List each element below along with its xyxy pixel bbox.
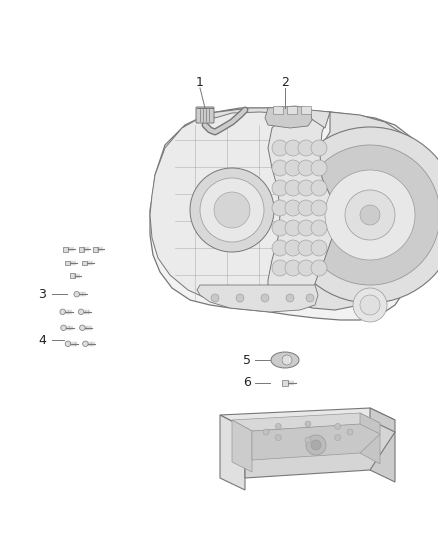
Ellipse shape xyxy=(271,352,299,368)
Polygon shape xyxy=(278,112,423,310)
Polygon shape xyxy=(232,413,380,431)
Circle shape xyxy=(65,341,71,346)
Polygon shape xyxy=(210,108,330,128)
Polygon shape xyxy=(245,420,395,478)
FancyBboxPatch shape xyxy=(82,261,87,265)
FancyBboxPatch shape xyxy=(301,106,311,114)
Circle shape xyxy=(353,288,387,322)
Circle shape xyxy=(311,260,327,276)
Circle shape xyxy=(61,325,66,330)
Circle shape xyxy=(272,140,288,156)
Circle shape xyxy=(311,220,327,236)
Circle shape xyxy=(311,180,327,196)
Text: 5: 5 xyxy=(243,353,251,367)
Polygon shape xyxy=(268,112,335,308)
FancyBboxPatch shape xyxy=(93,247,98,252)
Circle shape xyxy=(360,295,380,315)
Circle shape xyxy=(78,309,84,314)
Circle shape xyxy=(285,180,301,196)
FancyBboxPatch shape xyxy=(282,381,288,386)
Circle shape xyxy=(272,160,288,176)
Circle shape xyxy=(272,260,288,276)
Polygon shape xyxy=(150,110,318,308)
Circle shape xyxy=(282,355,292,365)
Circle shape xyxy=(311,240,327,256)
Circle shape xyxy=(190,168,274,252)
Circle shape xyxy=(286,294,294,302)
Circle shape xyxy=(214,192,250,228)
Circle shape xyxy=(285,160,301,176)
Circle shape xyxy=(285,260,301,276)
Circle shape xyxy=(305,437,311,443)
Circle shape xyxy=(335,434,341,441)
Circle shape xyxy=(272,200,288,216)
Circle shape xyxy=(298,160,314,176)
Circle shape xyxy=(298,140,314,156)
FancyBboxPatch shape xyxy=(70,273,75,278)
Circle shape xyxy=(276,423,281,430)
Polygon shape xyxy=(370,408,395,482)
Circle shape xyxy=(261,294,269,302)
Circle shape xyxy=(272,240,288,256)
Polygon shape xyxy=(252,424,380,460)
Circle shape xyxy=(272,220,288,236)
Circle shape xyxy=(272,180,288,196)
Text: 2: 2 xyxy=(281,76,289,88)
Circle shape xyxy=(311,200,327,216)
Circle shape xyxy=(347,429,353,435)
Circle shape xyxy=(285,200,301,216)
Circle shape xyxy=(305,421,311,427)
Circle shape xyxy=(282,127,438,303)
Polygon shape xyxy=(150,108,425,320)
Circle shape xyxy=(298,180,314,196)
Polygon shape xyxy=(265,106,312,128)
Polygon shape xyxy=(220,415,245,490)
Polygon shape xyxy=(232,420,252,472)
Circle shape xyxy=(311,440,321,450)
Circle shape xyxy=(298,220,314,236)
Circle shape xyxy=(345,190,395,240)
Circle shape xyxy=(211,294,219,302)
Text: 1: 1 xyxy=(196,76,204,88)
Text: 6: 6 xyxy=(243,376,251,390)
Circle shape xyxy=(306,435,326,455)
Text: 4: 4 xyxy=(38,334,46,346)
Circle shape xyxy=(325,170,415,260)
Circle shape xyxy=(285,140,301,156)
Circle shape xyxy=(311,140,327,156)
Circle shape xyxy=(285,220,301,236)
FancyBboxPatch shape xyxy=(78,247,84,252)
Circle shape xyxy=(298,240,314,256)
Circle shape xyxy=(236,294,244,302)
Circle shape xyxy=(300,145,438,285)
Circle shape xyxy=(360,205,380,225)
FancyBboxPatch shape xyxy=(65,261,71,265)
Text: 3: 3 xyxy=(38,287,46,301)
Circle shape xyxy=(298,200,314,216)
Polygon shape xyxy=(360,413,380,464)
Circle shape xyxy=(200,178,264,242)
Circle shape xyxy=(74,292,79,297)
Circle shape xyxy=(263,429,269,435)
Circle shape xyxy=(298,260,314,276)
FancyBboxPatch shape xyxy=(63,247,68,252)
FancyBboxPatch shape xyxy=(196,107,214,123)
FancyBboxPatch shape xyxy=(273,106,283,114)
Polygon shape xyxy=(220,408,395,428)
Polygon shape xyxy=(197,285,318,312)
Circle shape xyxy=(285,240,301,256)
Circle shape xyxy=(60,309,65,314)
Circle shape xyxy=(335,423,341,430)
Circle shape xyxy=(83,341,88,346)
Circle shape xyxy=(306,294,314,302)
FancyBboxPatch shape xyxy=(287,106,297,114)
Circle shape xyxy=(80,325,85,330)
Circle shape xyxy=(311,160,327,176)
Circle shape xyxy=(276,434,281,441)
